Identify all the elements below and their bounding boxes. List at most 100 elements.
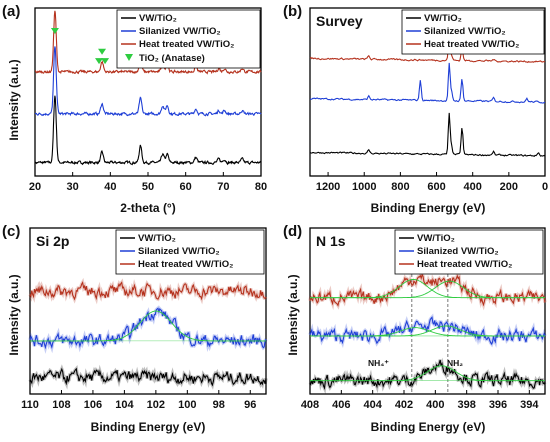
xtick-label: 400	[426, 399, 444, 411]
panel-a: (a) Intensity (a.u.) 20 30 40 50 60 70 80 2-th…	[2, 3, 267, 215]
xtick-label: 108	[52, 399, 70, 411]
panel-d-legend-label-3: Heat treated VW/TiO₂	[417, 259, 512, 270]
panel-a-xlabel: 2-theta (°)	[120, 201, 175, 215]
panel-a-legend-label-4: TiO₂ (Anatase)	[139, 53, 205, 64]
xtick-label: 800	[391, 181, 409, 193]
series-line	[309, 112, 546, 157]
panel-a-legend-label-3: Heat treated VW/TiO₂	[139, 39, 234, 50]
panel-a-ylabel: Intensity (a.u.)	[7, 59, 21, 140]
panel-a-legend-label-1: VW/TiO₂	[139, 13, 177, 24]
xtick-label: 80	[255, 181, 267, 193]
xtick-label: 60	[180, 181, 192, 193]
xtick-label: 96	[244, 399, 256, 411]
series-line	[309, 273, 546, 307]
panel-b-legend-box	[401, 9, 545, 55]
series-line	[29, 367, 267, 387]
panel-c-label: (c)	[2, 223, 20, 240]
panel-d-legend: VW/TiO₂ Silanized VW/TiO₂ Heat treated V…	[394, 229, 544, 275]
series-band	[308, 270, 547, 311]
xtick-label: 106	[84, 399, 102, 411]
series-line	[29, 281, 267, 301]
anatase-marker	[98, 48, 107, 55]
series-line	[309, 359, 546, 390]
panel-d-legend-label-2: Silanized VW/TiO₂	[417, 246, 499, 257]
anatase-marker	[50, 28, 59, 34]
panel-b-xticks: 1200 1000 800 600 400 200 0	[316, 172, 548, 193]
panel-b-legend-label-3: Heat treated VW/TiO₂	[424, 39, 519, 50]
panel-d: (d) Intensity (a.u.) N 1s 408 406 404 402 40…	[283, 223, 547, 434]
annotation-nh4: NH₄⁺	[368, 358, 389, 368]
xtick-label: 600	[427, 181, 445, 193]
panel-b-frame	[309, 7, 546, 177]
panel-a-legend-box	[116, 9, 261, 69]
panel-b-legend-label-1: VW/TiO₂	[424, 13, 462, 24]
panel-a-legend-label-2: Silanized VW/TiO₂	[139, 26, 221, 37]
xtick-label: 402	[395, 399, 413, 411]
panel-c-lines	[28, 277, 268, 390]
xtick-label: 200	[500, 181, 518, 193]
panel-c-ylabel: Intensity (a.u.)	[7, 274, 21, 355]
panel-b-title: Survey	[316, 13, 363, 29]
anatase-marker	[101, 58, 110, 65]
panel-c-legend: VW/TiO₂ Silanized VW/TiO₂ Heat treated V…	[115, 229, 265, 275]
xtick-label: 0	[542, 181, 548, 193]
panel-d-label: (d)	[283, 223, 302, 240]
panel-c-legend-box	[115, 229, 265, 275]
panel-d-reference-lines	[411, 274, 449, 394]
panel-d-frame	[309, 227, 546, 395]
series-line	[34, 95, 262, 166]
xtick-label: 400	[464, 181, 482, 193]
panel-b-legend: VW/TiO₂ Silanized VW/TiO₂ Heat treated V…	[401, 9, 545, 55]
panel-d-lines	[308, 270, 547, 395]
panel-b: (b) Survey 1200 1000 800 600 400 200 0 Binding…	[283, 3, 548, 215]
panel-b-xlabel: Binding Energy (eV)	[371, 201, 486, 215]
panel-b-lines	[309, 38, 546, 157]
panel-c-frame	[29, 227, 267, 395]
series-line	[309, 62, 546, 104]
panel-c-legend-label-1: VW/TiO₂	[138, 233, 176, 244]
xtick-label: 20	[29, 181, 41, 193]
annotation-nh2: NH₂	[447, 358, 463, 368]
xtick-label: 408	[301, 399, 319, 411]
xtick-label: 102	[147, 399, 165, 411]
panel-c: (c) Intensity (a.u.) Si 2p 110 108 106 104 1…	[2, 223, 268, 434]
xtick-label: 110	[21, 399, 39, 411]
series-line	[309, 38, 545, 64]
xtick-label: 404	[363, 399, 382, 411]
xtick-label: 100	[178, 399, 196, 411]
xtick-label: 40	[104, 181, 116, 193]
panel-a-lines	[34, 10, 262, 166]
xtick-label: 70	[217, 181, 229, 193]
panel-d-legend-label-1: VW/TiO₂	[417, 233, 455, 244]
panel-d-ylabel: Intensity (a.u.)	[286, 274, 300, 355]
series-line	[34, 10, 262, 75]
xtick-label: 394	[520, 399, 539, 411]
xtick-label: 396	[489, 399, 507, 411]
panel-c-legend-label-3: Heat treated VW/TiO₂	[138, 259, 233, 270]
xtick-label: 50	[142, 181, 154, 193]
xtick-label: 398	[457, 399, 475, 411]
panel-d-legend-box	[394, 229, 544, 275]
panel-c-title: Si 2p	[36, 233, 69, 249]
panel-a-label: (a)	[2, 3, 20, 20]
panel-a-legend-marker	[125, 54, 133, 61]
xtick-label: 406	[332, 399, 350, 411]
panel-a-xticks: 20 30 40 50 60 70 80	[29, 172, 267, 193]
panel-d-xticks: 408 406 404 402 400 398 396 394	[301, 390, 539, 411]
anatase-marker	[95, 58, 104, 65]
xtick-label: 1000	[352, 181, 376, 193]
xtick-label: 1200	[316, 181, 340, 193]
panel-d-title: N 1s	[316, 233, 346, 249]
xtick-label: 30	[67, 181, 79, 193]
xtick-label: 98	[213, 399, 225, 411]
panel-c-legend-label-2: Silanized VW/TiO₂	[138, 246, 220, 257]
panel-a-legend: VW/TiO₂ Silanized VW/TiO₂ Heat treated V…	[116, 9, 261, 69]
panel-c-xticks: 110 108 106 104 102 100 98 96	[21, 390, 256, 411]
panel-b-label: (b)	[283, 3, 302, 20]
panel-c-xlabel: Binding Energy (eV)	[91, 420, 206, 434]
series-line	[35, 46, 262, 117]
xtick-label: 104	[115, 399, 134, 411]
panel-b-legend-label-2: Silanized VW/TiO₂	[424, 26, 506, 37]
panel-d-xlabel: Binding Energy (eV)	[371, 420, 486, 434]
